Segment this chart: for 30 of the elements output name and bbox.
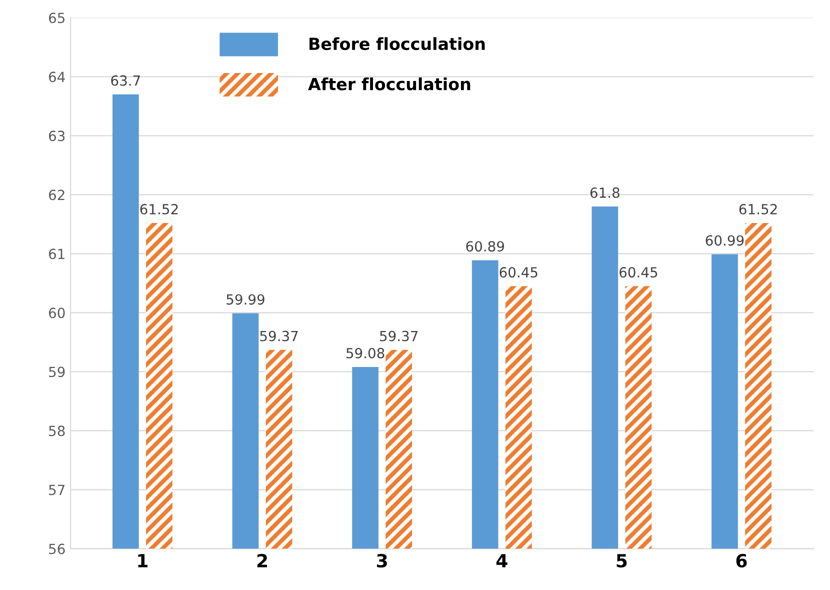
- legend-label: Before flocculation: [310, 37, 485, 50]
- y-tick-label: 58: [49, 426, 65, 436]
- x-tick-label: 2: [257, 554, 267, 568]
- x-tick-label: 6: [736, 554, 747, 568]
- y-tick-label: 59: [49, 366, 65, 378]
- y-tick-label: 57: [49, 484, 64, 496]
- data-label: 60.89: [466, 241, 504, 252]
- y-tick-label: 63: [48, 130, 65, 142]
- data-label: 59.37: [380, 330, 418, 342]
- data-label: 59.37: [260, 330, 298, 342]
- data-label: 61.8: [590, 187, 620, 198]
- x-tick-label: 3: [376, 554, 387, 568]
- data-label: 60.99: [706, 235, 744, 246]
- legend-label: After flocculation: [308, 77, 470, 90]
- data-label: 59.08: [346, 348, 384, 358]
- data-label: 63.7: [111, 75, 140, 86]
- x-tick-label: 5: [616, 554, 627, 568]
- data-label: 59.99: [226, 294, 264, 305]
- y-tick-label: 60: [48, 308, 65, 318]
- x-tick-label: 4: [496, 554, 508, 568]
- y-tick-label: 64: [48, 72, 65, 82]
- y-tick-label: 56: [49, 544, 65, 554]
- x-tick-label: 1: [138, 554, 148, 568]
- data-label: 61.52: [739, 204, 777, 214]
- data-label: 60.45: [620, 267, 658, 278]
- data-label: 60.45: [500, 267, 538, 278]
- y-tick-label: 65: [48, 12, 64, 24]
- y-tick-label: 61: [48, 248, 64, 260]
- y-tick-label: 62: [48, 190, 64, 200]
- data-label: 61.52: [140, 204, 178, 214]
